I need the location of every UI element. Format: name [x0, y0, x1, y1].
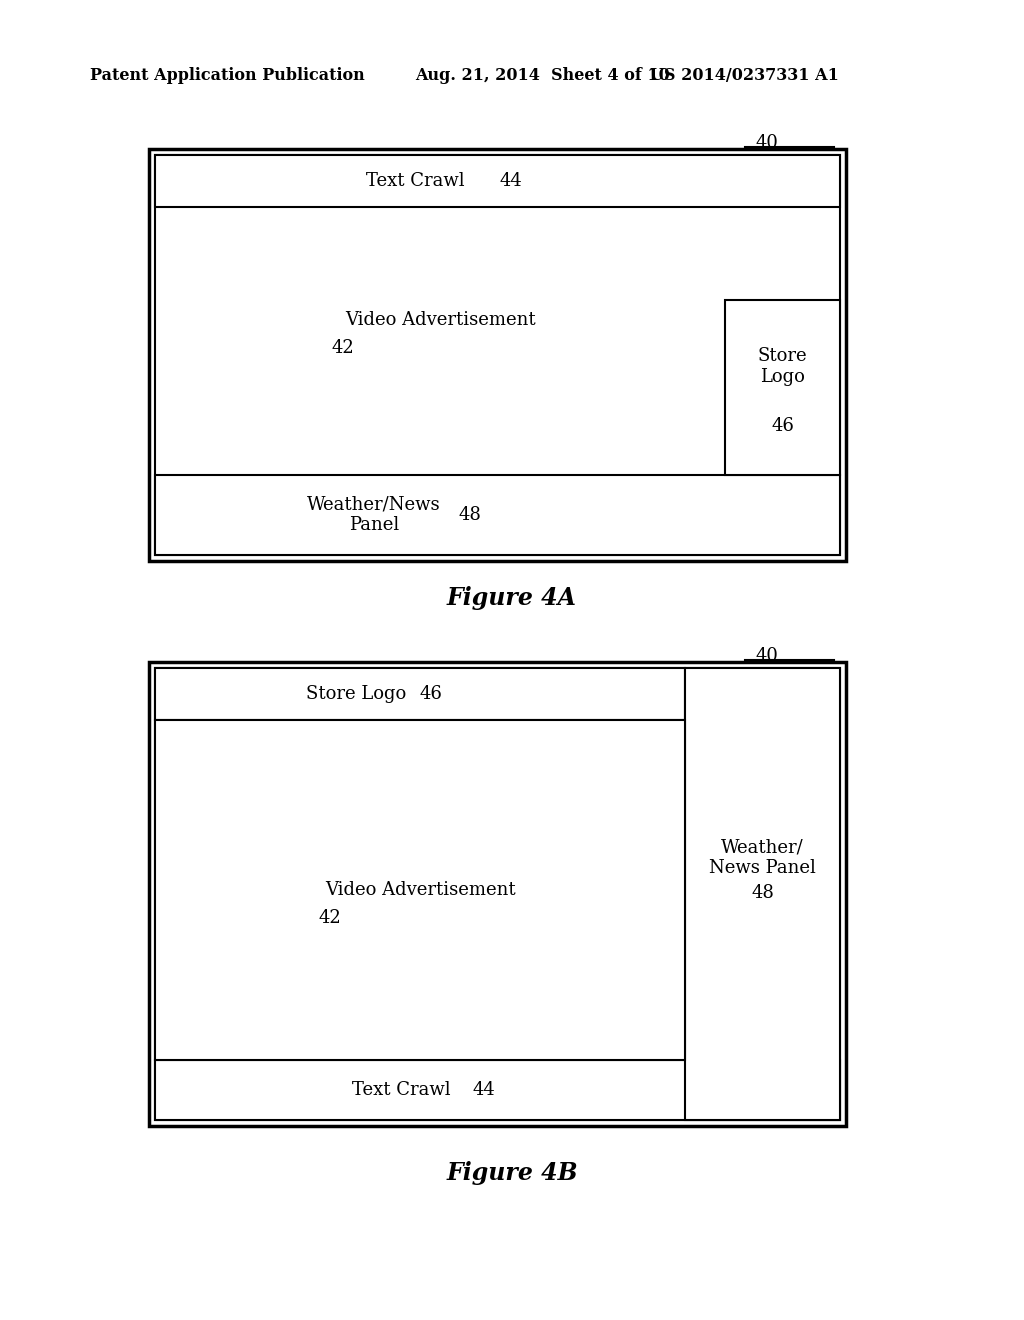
- Text: Patent Application Publication: Patent Application Publication: [90, 66, 365, 83]
- Bar: [685, 668, 840, 1119]
- Text: 46: 46: [419, 685, 442, 704]
- Text: Store Logo: Store Logo: [306, 685, 407, 704]
- Text: 40: 40: [755, 647, 778, 665]
- Text: Weather/News
Panel: Weather/News Panel: [307, 495, 441, 535]
- Text: 44: 44: [500, 172, 522, 190]
- Text: Text Crawl: Text Crawl: [352, 1081, 451, 1100]
- Bar: [155, 475, 840, 554]
- Bar: [155, 668, 685, 719]
- Bar: [150, 663, 846, 1126]
- Text: 48: 48: [751, 884, 774, 902]
- Text: Figure 4A: Figure 4A: [447, 586, 577, 610]
- Text: 44: 44: [472, 1081, 496, 1100]
- Text: Video Advertisement: Video Advertisement: [325, 880, 515, 899]
- Bar: [155, 719, 685, 1060]
- Text: US 2014/0237331 A1: US 2014/0237331 A1: [650, 66, 839, 83]
- Text: Figure 4B: Figure 4B: [446, 1162, 578, 1185]
- Text: 46: 46: [771, 417, 794, 436]
- Text: Aug. 21, 2014  Sheet 4 of 10: Aug. 21, 2014 Sheet 4 of 10: [415, 66, 670, 83]
- Bar: [155, 1060, 840, 1119]
- Text: Text Crawl: Text Crawl: [366, 172, 465, 190]
- Bar: [725, 300, 840, 475]
- Text: 42: 42: [318, 909, 341, 927]
- Text: 40: 40: [755, 135, 778, 152]
- Bar: [155, 154, 840, 554]
- Text: Store
Logo: Store Logo: [758, 347, 807, 385]
- Bar: [150, 149, 846, 561]
- Text: Weather/
News Panel: Weather/ News Panel: [709, 838, 816, 878]
- Text: 48: 48: [459, 506, 481, 524]
- Bar: [155, 154, 840, 207]
- Text: 42: 42: [332, 338, 354, 356]
- Text: Video Advertisement: Video Advertisement: [345, 310, 536, 329]
- Bar: [155, 668, 840, 1119]
